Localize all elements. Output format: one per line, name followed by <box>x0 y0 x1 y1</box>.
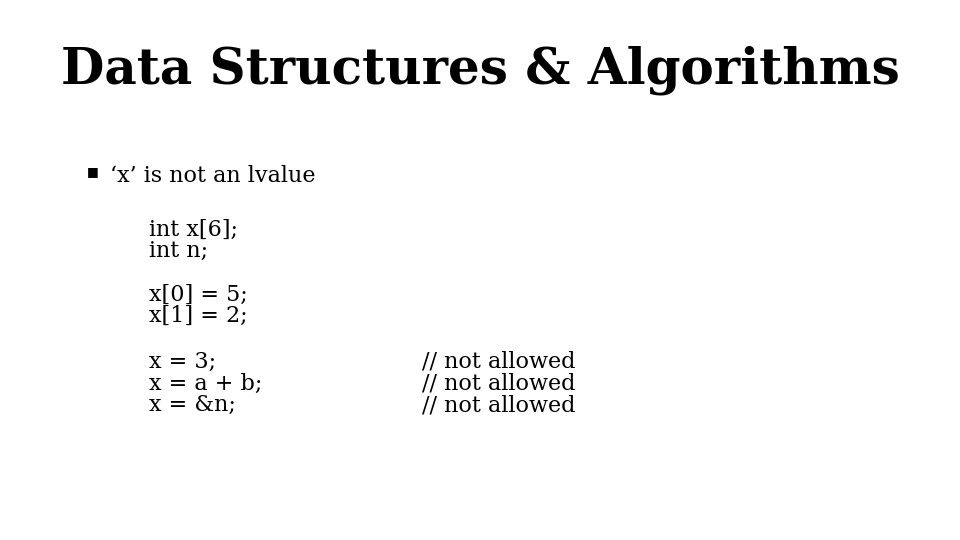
Text: // not allowed: // not allowed <box>422 394 576 416</box>
Text: int x[6];: int x[6]; <box>149 219 238 241</box>
Text: ■: ■ <box>86 165 98 178</box>
Text: x = 3;: x = 3; <box>149 351 216 373</box>
Text: ‘x’ is not an lvalue: ‘x’ is not an lvalue <box>110 165 316 187</box>
Text: Data Structures & Algorithms: Data Structures & Algorithms <box>60 46 900 96</box>
Text: int n;: int n; <box>149 240 208 262</box>
Text: // not allowed: // not allowed <box>422 351 576 373</box>
Text: x[1] = 2;: x[1] = 2; <box>149 305 248 327</box>
Text: x[0] = 5;: x[0] = 5; <box>149 284 248 306</box>
Text: x = a + b;: x = a + b; <box>149 373 262 395</box>
Text: x = &n;: x = &n; <box>149 394 235 416</box>
Text: // not allowed: // not allowed <box>422 373 576 395</box>
